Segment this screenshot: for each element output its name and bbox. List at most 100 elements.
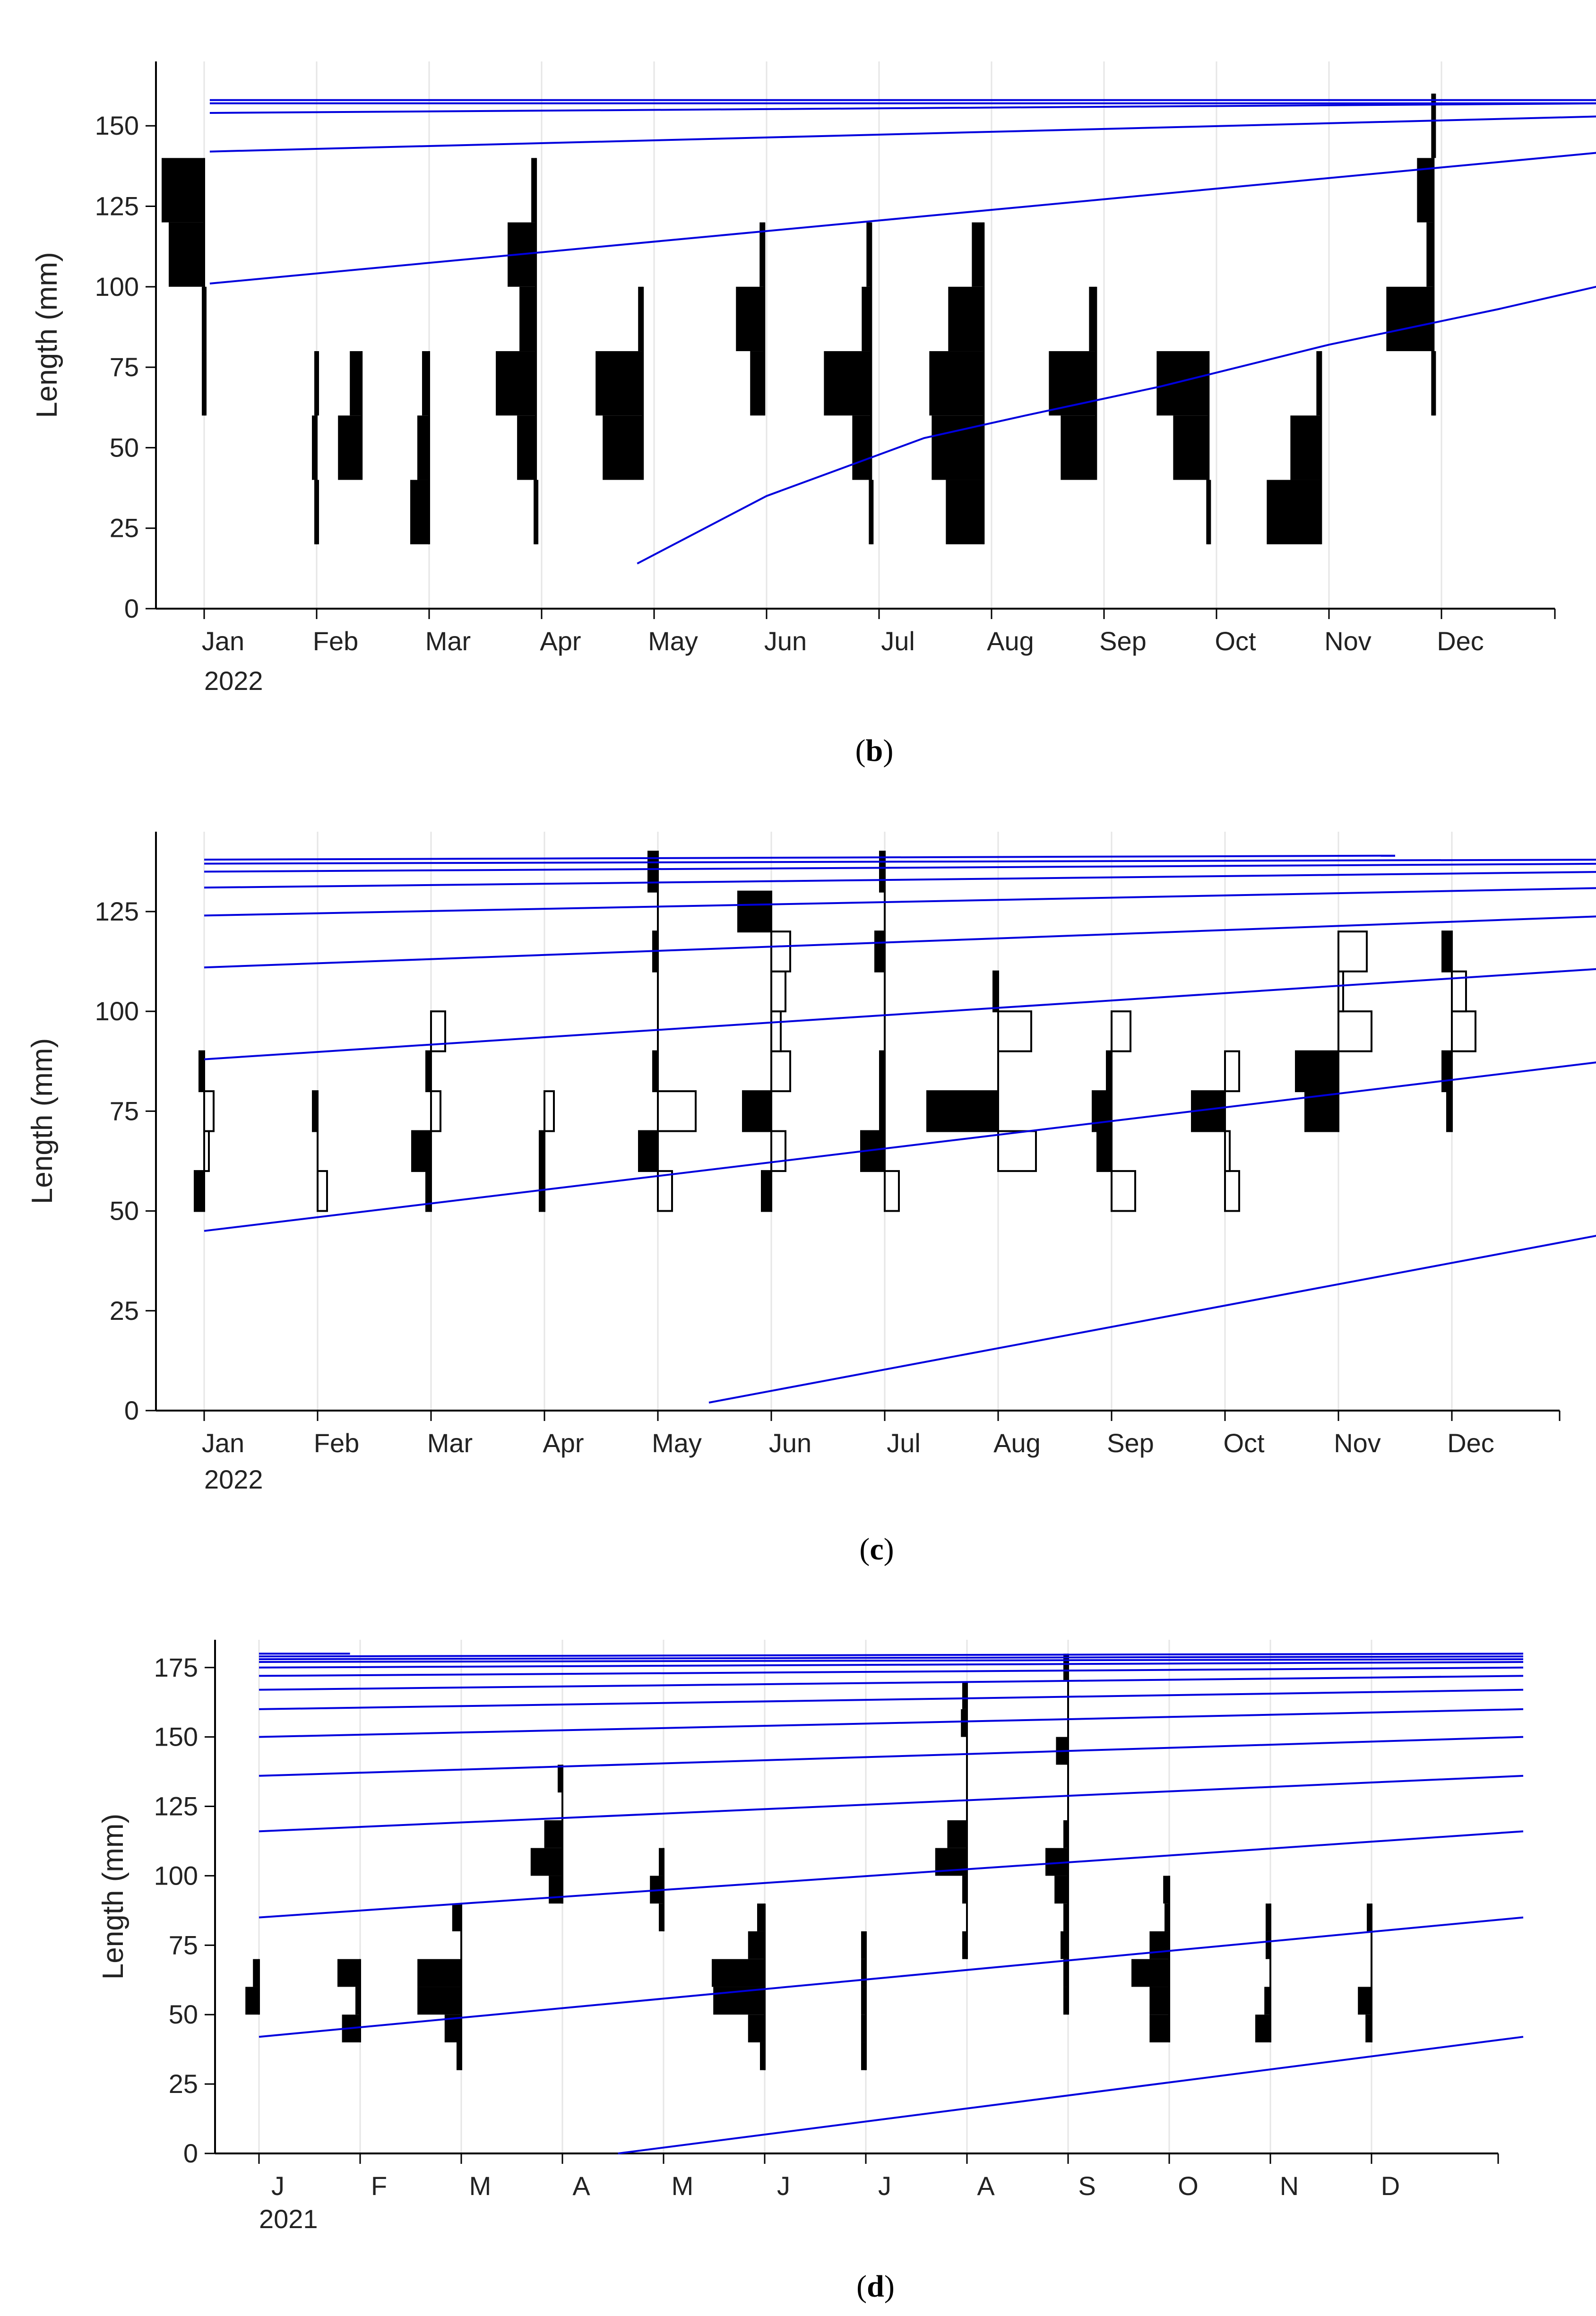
histogram-bar — [1054, 1876, 1068, 1904]
histogram-bar — [411, 1130, 432, 1172]
x-tick-label: Dec — [1437, 626, 1484, 656]
histogram-bar — [770, 1130, 786, 1172]
histogram-bar — [869, 480, 874, 544]
histogram-bar — [736, 286, 765, 352]
y-tick-label: 100 — [154, 1860, 198, 1890]
histogram-bar — [824, 351, 871, 416]
y-tick-label: 50 — [169, 1999, 198, 2029]
histogram-bar — [1149, 2015, 1169, 2042]
histogram-bar — [879, 851, 886, 893]
histogram-bar — [312, 1090, 319, 1132]
histogram-bar — [962, 1876, 967, 1904]
growth-curve — [637, 285, 1596, 565]
histogram-bar — [1451, 1010, 1476, 1052]
x-tick-label: Mar — [425, 626, 471, 656]
histogram-bar — [355, 1987, 360, 2015]
histogram-bar — [1337, 930, 1368, 973]
histogram-bar — [1106, 1050, 1113, 1093]
chart-panel-c: 0 25 50 75 100 125 Length (mm) Jan Feb Mar Apr May J… — [26, 832, 1596, 1567]
histogram-bar — [1131, 1959, 1169, 1987]
x-tick-label: D — [1381, 2171, 1400, 2201]
y-axis-title: Length (mm) — [97, 1814, 129, 1980]
growth-curve — [204, 871, 1596, 889]
histogram-bar — [1316, 351, 1321, 416]
histogram-bar — [1358, 1987, 1372, 2015]
histogram-bar — [770, 1010, 782, 1052]
histogram-bar — [1156, 351, 1209, 416]
histogram-bar — [350, 351, 362, 416]
x-tick-label: S — [1078, 2171, 1096, 2201]
panel-caption: (b) — [855, 733, 894, 768]
histogram-bar — [961, 1709, 967, 1737]
histogram-bar — [338, 415, 362, 480]
histogram-bar — [1224, 1050, 1240, 1093]
histogram-bar — [1061, 415, 1096, 480]
histogram-bar — [314, 351, 319, 416]
histogram-bar — [1089, 286, 1096, 352]
histogram-bar — [962, 1931, 967, 1959]
histogram-bar — [947, 1820, 967, 1848]
histogram-bar — [1206, 480, 1211, 544]
y-tick-label: 75 — [169, 1930, 198, 1960]
histogram-bar — [496, 351, 536, 416]
histogram-bar — [337, 1959, 360, 1987]
histogram-bar — [430, 1090, 441, 1132]
histogram-bar — [1337, 1010, 1372, 1052]
chart-panel-b: 0 25 50 75 100 125 150 Length (mm) Jan Feb Mar Apr M… — [31, 61, 1596, 768]
histogram-bar — [1290, 415, 1321, 480]
histogram-bar — [1111, 1170, 1136, 1212]
histogram-bar — [652, 1050, 659, 1093]
histogram-bar — [760, 2042, 765, 2070]
histogram-bar — [203, 1130, 210, 1172]
growth-curve — [204, 887, 1596, 917]
histogram-bar — [1173, 415, 1209, 480]
histogram-bar — [457, 2042, 461, 2070]
histogram-bar — [770, 970, 786, 1013]
y-tick-label: 0 — [183, 2138, 198, 2168]
x-tick-label: Oct — [1215, 626, 1256, 656]
histogram-bar — [861, 2042, 866, 2070]
histogram-bar — [861, 2015, 866, 2042]
histogram-bar — [539, 1130, 545, 1172]
x-tick-label: Sep — [1107, 1428, 1154, 1458]
histogram-bar — [194, 1170, 205, 1212]
histogram-bar — [1165, 1903, 1169, 1931]
x-tick-label: Oct — [1223, 1428, 1265, 1458]
y-axis-title: Length (mm) — [26, 1038, 59, 1204]
y-tick-label: 125 — [154, 1791, 198, 1821]
x-tick-label: Apr — [543, 1428, 584, 1458]
growth-curve — [259, 1655, 1524, 1661]
histogram-bar — [202, 351, 207, 416]
y-tick-label: 100 — [95, 272, 139, 301]
histogram-bar — [884, 1170, 900, 1212]
growth-curve — [259, 1708, 1524, 1738]
x-tick-label: Mar — [427, 1428, 473, 1458]
growth-curve — [204, 859, 1596, 865]
histogram-bar — [1446, 1090, 1453, 1132]
histogram-bar — [962, 1681, 967, 1709]
histogram-bar — [534, 480, 539, 544]
y-tick-label: 100 — [95, 996, 139, 1026]
growth-curve — [204, 1061, 1596, 1232]
histogram-bar — [757, 1903, 765, 1931]
growth-curve — [259, 1666, 1524, 1677]
x-tick-label: Dec — [1447, 1428, 1494, 1458]
growth-curve — [259, 1688, 1524, 1710]
histogram-bar — [1441, 930, 1453, 973]
histogram-bar — [1111, 1010, 1131, 1052]
histogram-bar — [1149, 1987, 1169, 2015]
histogram-bar — [517, 415, 536, 480]
histogram-bar — [657, 1090, 697, 1132]
x-tick-label: F — [371, 2171, 387, 2201]
x-tick-label: Nov — [1334, 1428, 1381, 1458]
histogram-bar — [992, 970, 999, 1013]
histogram-bar — [946, 480, 984, 544]
x-tick-label: Aug — [993, 1428, 1041, 1458]
histogram-bar — [770, 1050, 791, 1093]
histogram-bar — [1367, 1903, 1372, 1931]
histogram-bar — [417, 1987, 461, 2015]
growth-curve — [259, 1830, 1524, 1919]
histogram-bar — [862, 286, 871, 352]
histogram-bar — [425, 1050, 432, 1093]
